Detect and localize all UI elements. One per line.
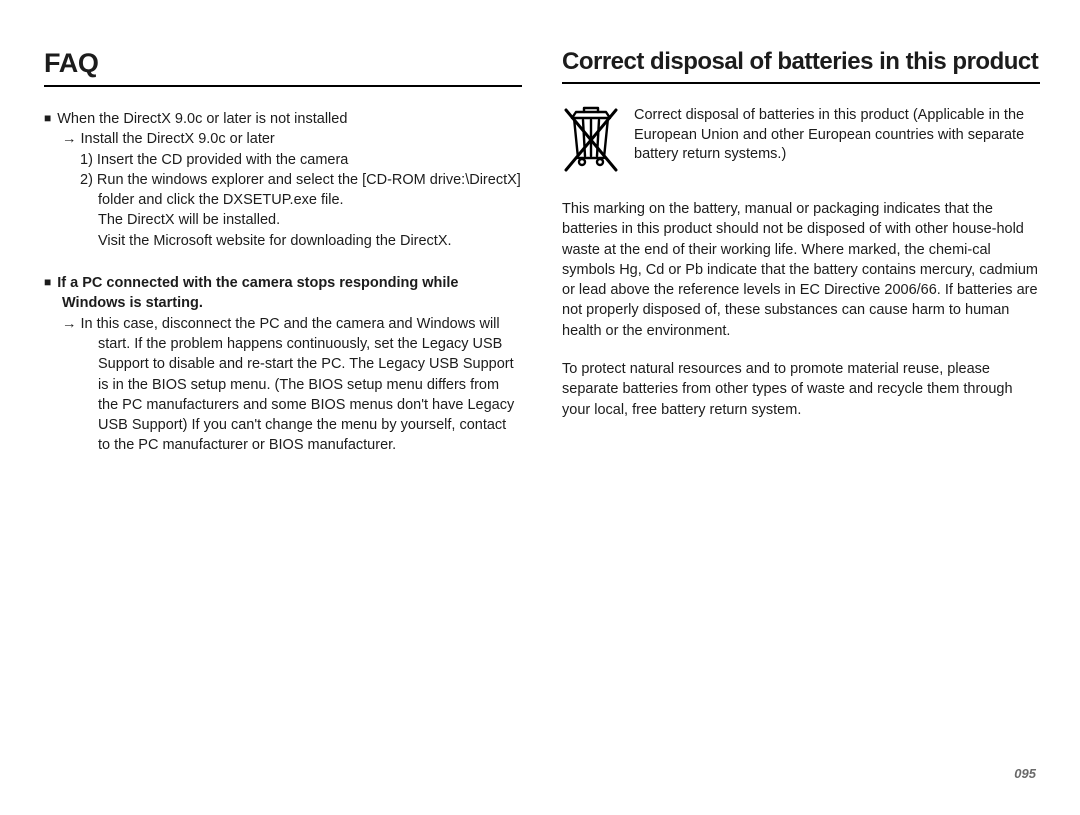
step-1: 1) Insert the CD provided with the camer…: [44, 150, 522, 170]
bullet-label: When the DirectX 9.0c or later is not in…: [57, 111, 347, 127]
manual-page: FAQ ■When the DirectX 9.0c or later is n…: [0, 0, 1080, 518]
arrow-label: Install the DirectX 9.0c or later: [81, 131, 275, 147]
page-number: 095: [1014, 766, 1036, 781]
arrow-label: In this case, disconnect the PC and the …: [81, 316, 515, 454]
faq-heading: FAQ: [44, 48, 522, 87]
bullet-text: ■When the DirectX 9.0c or later is not i…: [44, 109, 522, 129]
disposal-icon-text: Correct disposal of batteries in this pr…: [634, 106, 1040, 165]
crossed-bin-icon: [562, 106, 620, 181]
arrow-text: → Install the DirectX 9.0c or later: [44, 129, 522, 149]
faq-item-directx: ■When the DirectX 9.0c or later is not i…: [44, 109, 522, 251]
right-column: Correct disposal of batteries in this pr…: [562, 48, 1040, 478]
arrow-text: → In this case, disconnect the PC and th…: [44, 314, 522, 456]
step-2: 2) Run the windows explorer and select t…: [44, 170, 522, 211]
bullet-text: ■If a PC connected with the camera stops…: [44, 273, 522, 314]
disposal-heading: Correct disposal of batteries in this pr…: [562, 48, 1040, 84]
step-cont-1: The DirectX will be installed.: [44, 210, 522, 230]
faq-item-pc-stops: ■If a PC connected with the camera stops…: [44, 273, 522, 456]
disposal-para-2: To protect natural resources and to prom…: [562, 359, 1040, 420]
bullet-label: If a PC connected with the camera stops …: [57, 275, 458, 311]
disposal-para-1: This marking on the battery, manual or p…: [562, 199, 1040, 341]
disposal-icon-block: Correct disposal of batteries in this pr…: [562, 106, 1040, 181]
left-column: FAQ ■When the DirectX 9.0c or later is n…: [44, 48, 522, 478]
step-cont-2: Visit the Microsoft website for download…: [44, 231, 522, 251]
